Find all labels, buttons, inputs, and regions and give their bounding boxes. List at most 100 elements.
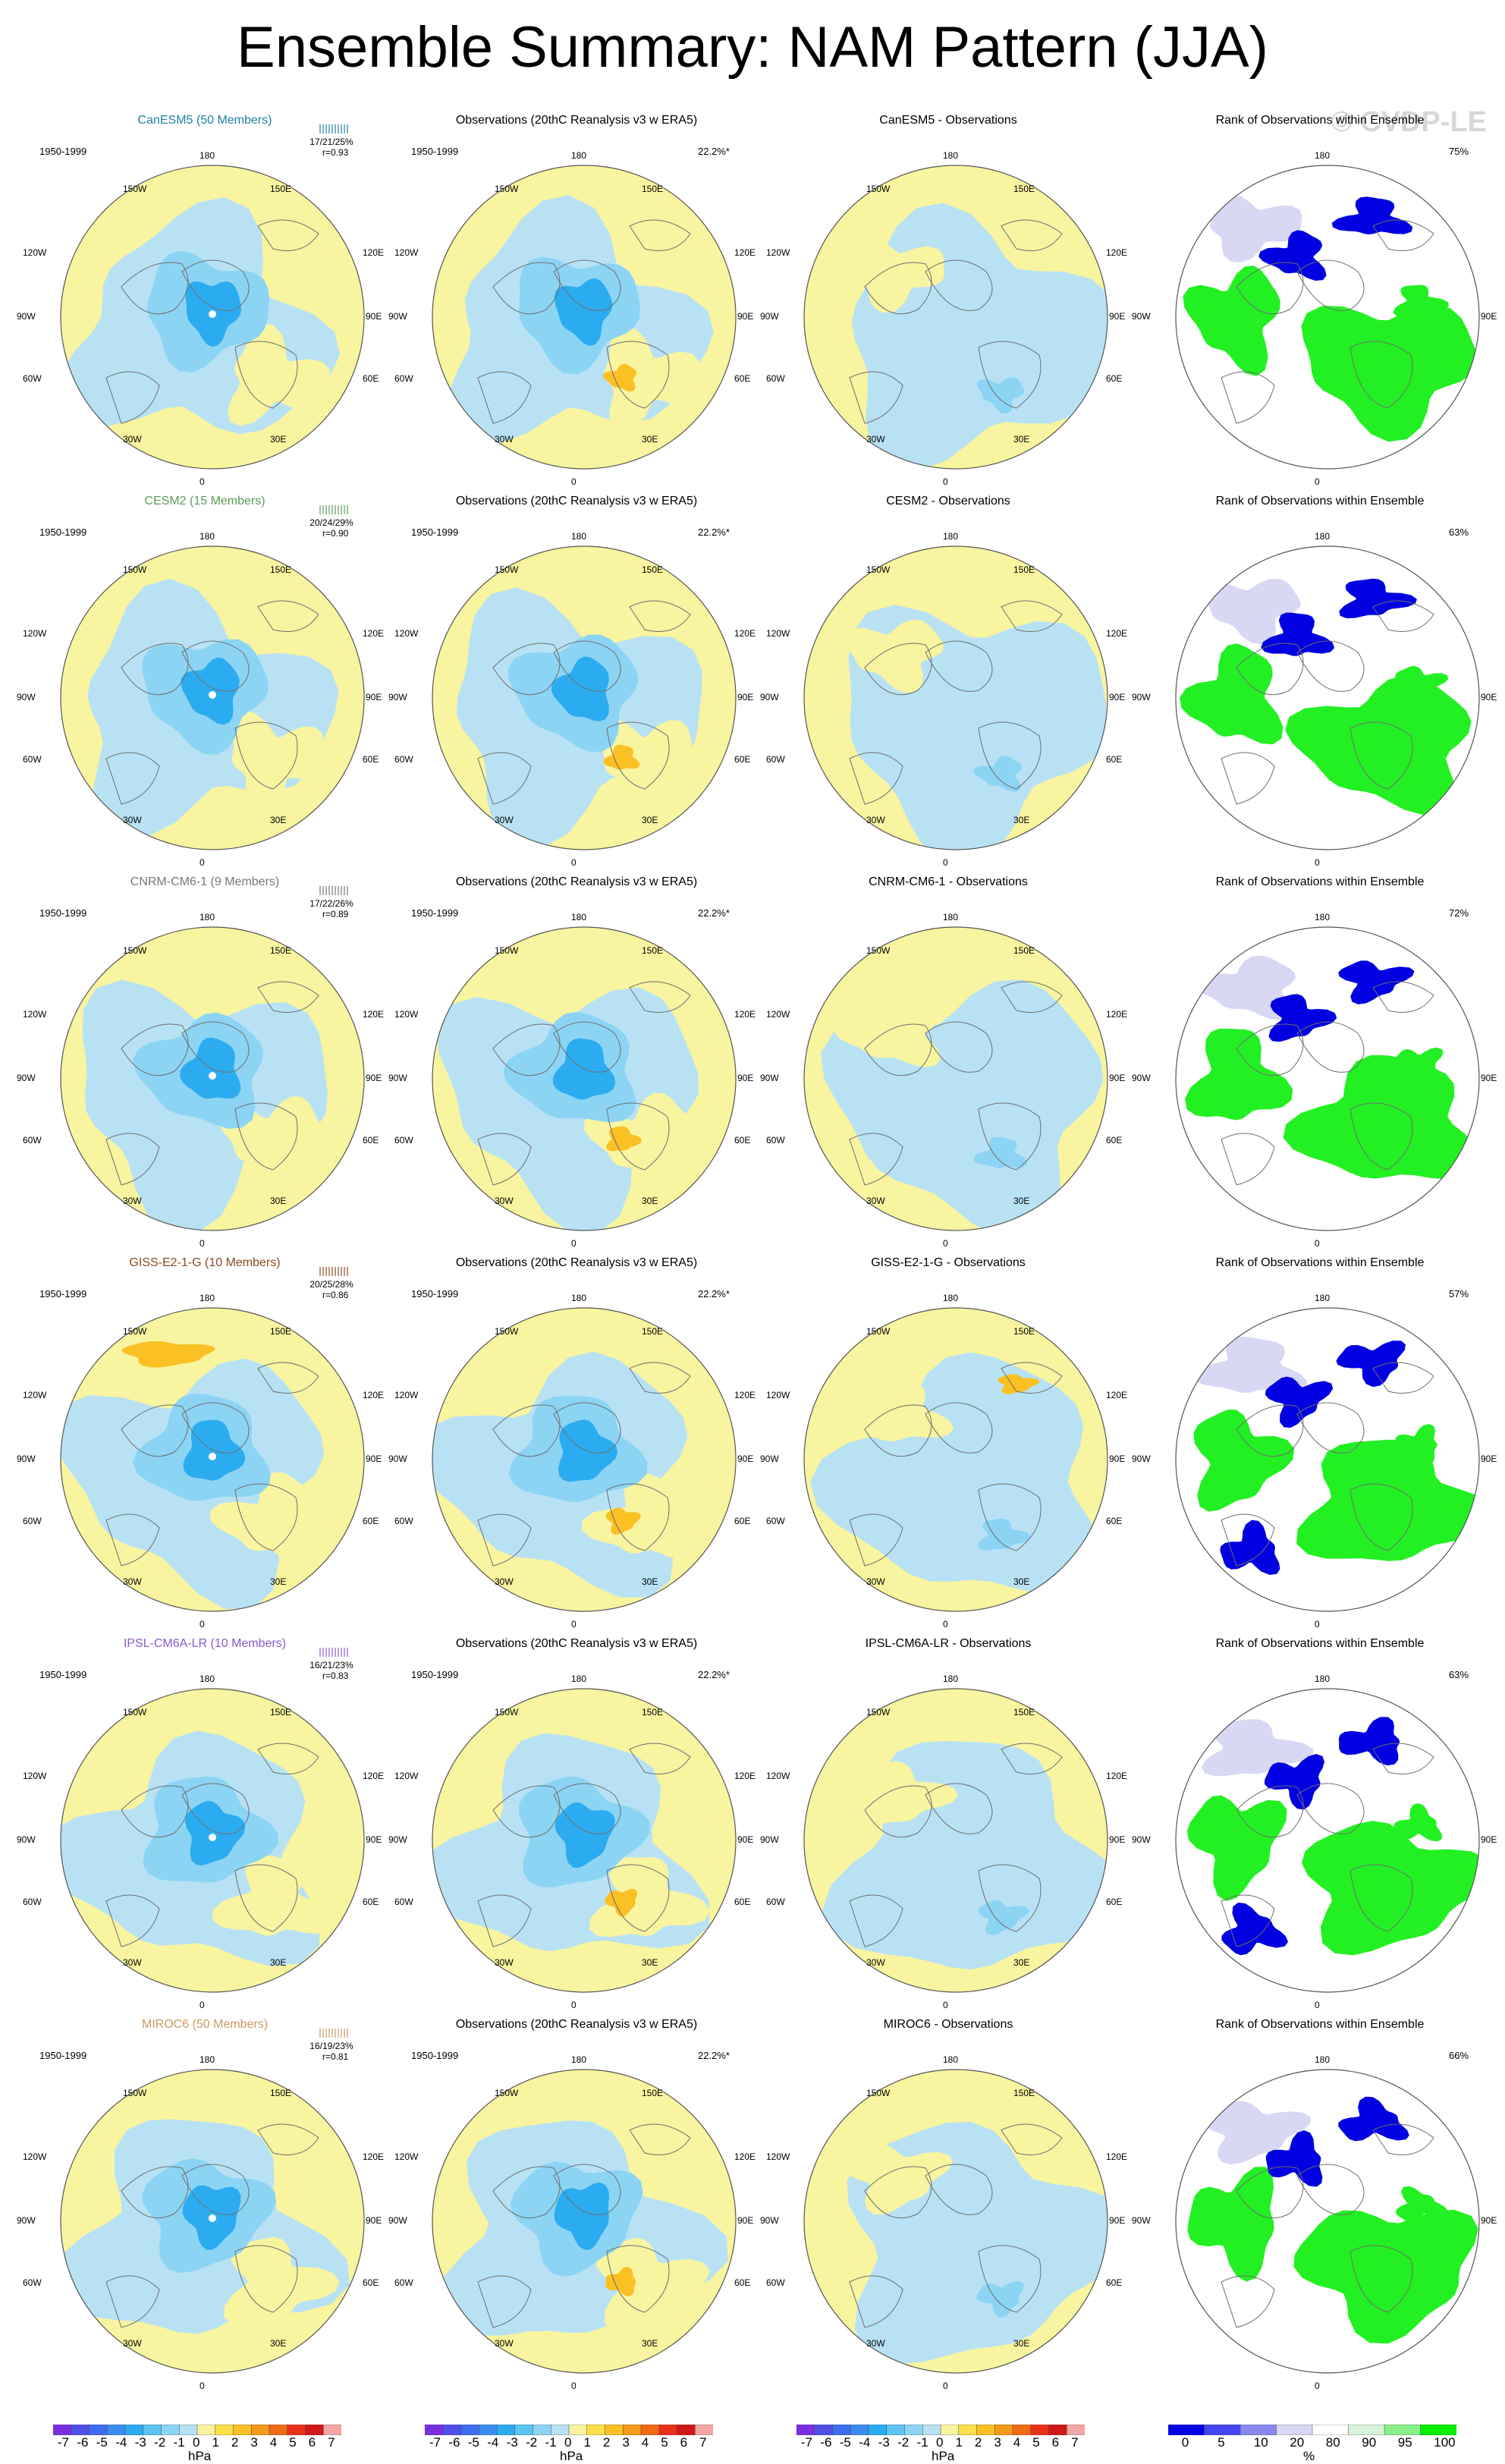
lon-label: 60E	[734, 2277, 751, 2288]
colorbar-tick: 6	[1051, 2435, 1060, 2450]
lon-label: 60W	[766, 373, 785, 384]
correlation-label: r=0.86	[322, 1290, 349, 1300]
pct-variance-label: 16/19/23%	[309, 2041, 353, 2051]
lon-label: 120W	[23, 1390, 47, 1400]
lon-label: 30E	[642, 1576, 658, 1587]
lon-label: 60E	[1106, 1516, 1123, 1526]
correlation-label: r=0.83	[322, 1670, 349, 1681]
lon-label: 30W	[866, 1957, 885, 1968]
lon-label: 30W	[123, 434, 142, 445]
obs-variance-label: 22.2%*	[698, 2050, 730, 2061]
pct-colorbar	[1168, 2425, 1456, 2435]
lon-label: 60W	[394, 1135, 413, 1146]
lon-label: 180	[200, 150, 215, 161]
lon-label: 0	[571, 2000, 577, 2010]
panel-title: CNRM-CM6-1 - Observations	[869, 875, 1028, 888]
lon-label: 60E	[734, 373, 751, 384]
lon-label: 30W	[495, 434, 514, 445]
period-label: 1950-1999	[411, 2050, 459, 2061]
lon-label: 180	[571, 150, 587, 161]
period-label: 1950-1999	[39, 1288, 87, 1300]
obs-map	[432, 1688, 737, 1993]
lon-label: 180	[1315, 531, 1331, 542]
colorbar-tick: 4	[269, 2435, 278, 2450]
lon-label: 30W	[495, 2338, 514, 2349]
model-map	[60, 165, 365, 470]
lon-label: 30W	[866, 434, 885, 445]
lon-label: 120W	[394, 1771, 419, 1781]
lon-label: 30W	[866, 2338, 885, 2349]
lon-label: 90W	[1132, 311, 1151, 322]
lon-label: 180	[943, 1674, 959, 1684]
lon-label: 60E	[734, 754, 751, 765]
lon-label: 90W	[1132, 1073, 1151, 1083]
lon-label: 60E	[734, 1897, 751, 1907]
lon-label: 90W	[388, 2215, 407, 2226]
lon-label: 60E	[363, 1897, 379, 1907]
lon-label: 90E	[737, 1834, 754, 1845]
colorbar-tick: -7	[429, 2435, 441, 2450]
lon-label: 30E	[1013, 1196, 1030, 1206]
lon-label: 90E	[1109, 2215, 1126, 2226]
lon-label: 30W	[123, 1576, 142, 1587]
lon-label: 60W	[766, 1135, 785, 1146]
rank-map	[1175, 926, 1480, 1231]
diff-map	[803, 926, 1108, 1231]
lon-label: 150E	[642, 184, 664, 194]
lon-label: 150W	[495, 945, 519, 956]
panel-title: CanESM5 (50 Members)	[137, 114, 272, 127]
lon-label: 90W	[17, 311, 36, 322]
lon-label: 30E	[270, 815, 287, 825]
colorbar-tick: 6	[308, 2435, 316, 2450]
model-panel: GISS-E2-1-G (10 Members) 1950-1999 20/25/2…	[17, 1256, 387, 1630]
panel-title: Rank of Observations within Ensemble	[1215, 2018, 1425, 2031]
lon-label: 90E	[1481, 1454, 1497, 1464]
lon-label: 60E	[1106, 373, 1123, 384]
period-label: 1950-1999	[39, 526, 87, 538]
panel-title: Observations (20thC Reanalysis v3 w ERA5…	[455, 1637, 698, 1650]
lon-label: 30W	[123, 2338, 142, 2349]
colorbar-tick: -3	[506, 2435, 518, 2450]
lon-label: 150W	[866, 564, 891, 575]
hpa-colorbar-unit: hPa	[188, 2449, 212, 2463]
lon-label: 0	[1315, 1619, 1320, 1630]
lon-label: 90E	[1109, 311, 1126, 322]
lon-label: 120E	[734, 1771, 756, 1781]
lon-label: 120E	[1106, 1771, 1128, 1781]
lon-label: 120E	[363, 1771, 385, 1781]
rank-panel: Rank of Observations within Ensemble 57% 1…	[1132, 1256, 1502, 1630]
lon-label: 60W	[766, 2277, 785, 2288]
colorbar-tick: 0	[936, 2435, 944, 2450]
period-label: 1950-1999	[39, 907, 87, 919]
member-spread-glyph	[319, 124, 348, 134]
lon-label: 120E	[734, 1009, 756, 1020]
lon-label: 150E	[270, 945, 292, 956]
colorbar-tick: 100	[1434, 2435, 1456, 2450]
lon-label: 30W	[866, 1196, 885, 1206]
lon-label: 60E	[1106, 2277, 1123, 2288]
lon-label: 150E	[270, 2088, 292, 2098]
panel-title: GISS-E2-1-G (10 Members)	[129, 1256, 281, 1269]
lon-label: 0	[200, 2381, 205, 2391]
colorbar-tick: -7	[800, 2435, 812, 2450]
lon-label: 60E	[1106, 754, 1123, 765]
lon-label: 180	[943, 912, 959, 922]
colorbar-tick: 4	[1013, 2435, 1021, 2450]
colorbar-tick: -5	[467, 2435, 479, 2450]
lon-label: 180	[571, 1293, 587, 1303]
lon-label: 150W	[866, 1707, 891, 1718]
lon-label: 30E	[642, 1196, 658, 1206]
pct-variance-label: 17/21/25%	[309, 137, 353, 147]
lon-label: 90E	[366, 1834, 382, 1845]
model-map	[60, 1307, 365, 1612]
rank-pct-label: 66%	[1449, 2050, 1469, 2061]
lon-label: 90E	[737, 1073, 754, 1083]
lon-label: 90W	[760, 1073, 779, 1083]
lon-label: 120W	[766, 247, 790, 258]
lon-label: 90W	[1132, 2215, 1151, 2226]
colorbar-tick: -3	[134, 2435, 146, 2450]
lon-label: 0	[200, 1238, 205, 1249]
lon-label: 150W	[495, 564, 519, 575]
lon-label: 60W	[394, 2277, 413, 2288]
colorbar-tick: 2	[974, 2435, 982, 2450]
